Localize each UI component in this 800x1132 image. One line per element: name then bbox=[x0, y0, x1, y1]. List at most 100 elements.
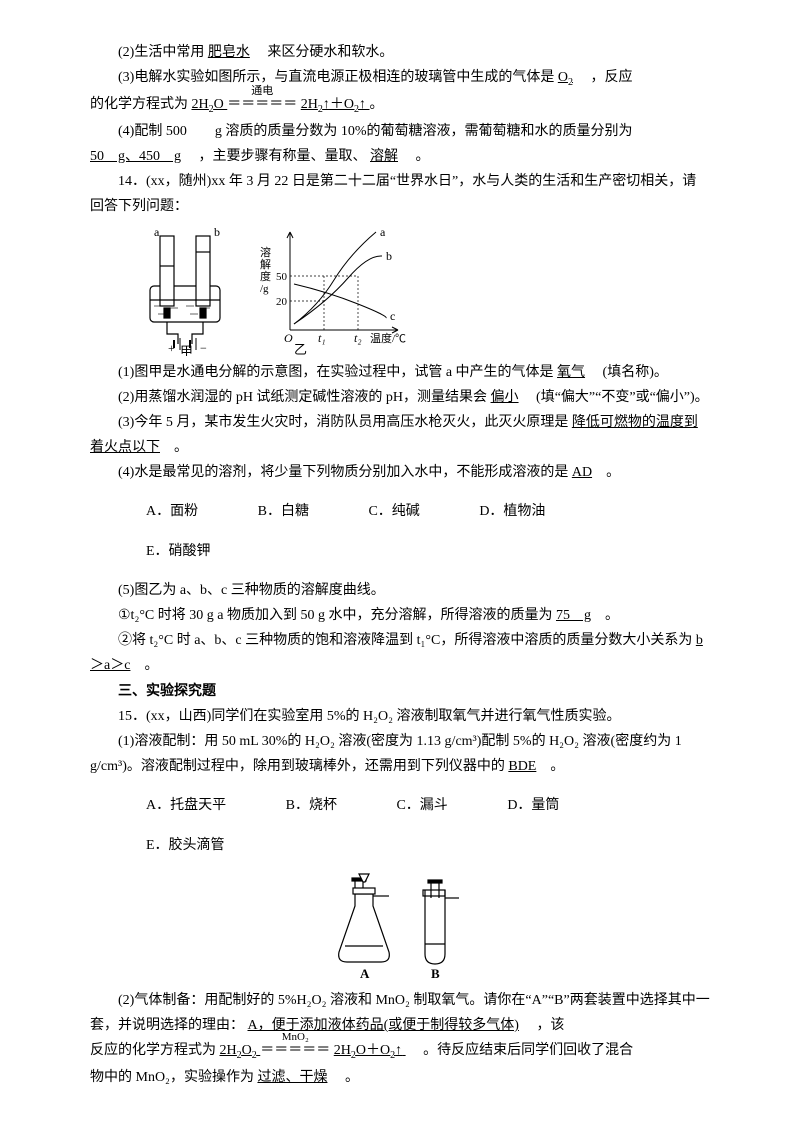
opt-b: B．白糖 bbox=[230, 499, 309, 524]
q15-s1: (1)溶液配制：用 50 mL 30%的 H₂O₂ 溶液(密度为 1.13 g/… bbox=[90, 729, 710, 779]
text: 。 bbox=[345, 1070, 359, 1085]
q14-s4: (4)水是最常见的溶剂，将少量下列物质分别加入水中，不能形成溶液的是 AD 。 bbox=[90, 460, 710, 485]
q15-apparatus: A B bbox=[90, 872, 710, 982]
q14-s2: (2)用蒸馏水润湿的 pH 试纸测定碱性溶液的 pH，测量结果会 偏小 (填“偏… bbox=[90, 385, 710, 410]
ytick-20: 20 bbox=[276, 296, 288, 308]
o2-text: O bbox=[558, 70, 568, 85]
text: (填名称)。 bbox=[603, 365, 668, 380]
ytick-50: 50 bbox=[276, 271, 288, 283]
label-minus: − bbox=[200, 341, 207, 355]
text: (4)水是最常见的溶剂，将少量下列物质分别加入水中，不能形成溶液的是 bbox=[118, 465, 568, 480]
q14-s5-1: ①t₂°C 时将 30 g a 物质加入到 50 g 水中，充分溶解，所得溶液的… bbox=[90, 603, 710, 628]
label-jia: 甲 bbox=[180, 344, 193, 356]
sub: 2 bbox=[252, 1050, 257, 1061]
label-yi: 乙 bbox=[294, 342, 307, 356]
opt-c: C．纯碱 bbox=[340, 499, 419, 524]
sub: 2 bbox=[568, 77, 573, 88]
equation-h2o2: 2H2O2 bbox=[220, 1043, 261, 1058]
label-a: a bbox=[154, 226, 160, 239]
answer-dissolve: 溶解 bbox=[370, 149, 398, 164]
equation-rhs: 2H2↑＋O2↑ bbox=[301, 97, 370, 112]
text: (2)用蒸馏水润湿的 pH 试纸测定碱性溶液的 pH，测量结果会 bbox=[118, 390, 487, 405]
xtick-t2: t₂ bbox=[354, 331, 362, 345]
curve-c: c bbox=[390, 309, 395, 323]
text: 。 bbox=[550, 759, 564, 774]
text: 反应的化学方程式为 bbox=[90, 1043, 216, 1058]
svg-text:A: A bbox=[360, 966, 370, 981]
q14-s4-opts2: E．硝酸钾 bbox=[90, 539, 710, 564]
opt-e: E．胶头滴管 bbox=[118, 833, 225, 858]
q14-s1: (1)图甲是水通电分解的示意图，在实验过程中，试管 a 中产生的气体是 氧气 (… bbox=[90, 360, 710, 385]
text: 。 bbox=[606, 465, 620, 480]
q15-s2: (2)气体制备：用配制好的 5%H₂O₂ 溶液和 MnO₂ 制取氧气。请你在“A… bbox=[90, 988, 710, 1038]
eq-lhs: 2H bbox=[220, 1043, 237, 1058]
q13-p3: (3)电解水实验如图所示，与直流电源正极相连的玻璃管中生成的气体是 O2 ，反应 bbox=[90, 65, 710, 92]
text: ，该 bbox=[536, 1018, 564, 1033]
eq-rhs-a: 2H bbox=[301, 97, 318, 112]
label-b: b bbox=[214, 226, 220, 239]
text: (2)生活中常用 bbox=[118, 45, 204, 60]
text: (3)电解水实验如图所示，与直流电源正极相连的玻璃管中生成的气体是 bbox=[118, 70, 554, 85]
q14-s5: (5)图乙为 a、b、c 三种物质的溶解度曲线。 bbox=[90, 578, 710, 603]
apparatus-ab: A B bbox=[325, 872, 475, 982]
text: 的化学方程式为 bbox=[90, 97, 188, 112]
electrolysis-diagram: a b + − 甲 bbox=[130, 226, 240, 356]
curve-b: b bbox=[386, 249, 392, 263]
text: 。 bbox=[605, 608, 619, 623]
xtick-t1: t₁ bbox=[318, 331, 326, 345]
q13-p2: (2)生活中常用 肥皂水 来区分硬水和软水。 bbox=[90, 40, 710, 65]
q13-p3-eq: 的化学方程式为 2H2O 通电 ＝＝＝​＝＝ 2H2↑＋O2↑ 。 bbox=[90, 92, 710, 119]
text: 。待反应结束后同学们回收了混合 bbox=[423, 1043, 633, 1058]
text: 来区分硬水和软水。 bbox=[267, 45, 393, 60]
svg-text:B: B bbox=[431, 966, 440, 981]
q13-p4: (4)配制 500 g 溶质的质量分数为 10%的葡萄糖溶液，需葡萄糖和水的质量… bbox=[90, 119, 710, 144]
sub: 2 bbox=[209, 104, 214, 115]
text: (填“偏大”“不变”或“偏小”)。 bbox=[536, 390, 709, 405]
answer-oxygen: 氧气 bbox=[557, 365, 585, 380]
opt-c: C．漏斗 bbox=[368, 793, 447, 818]
equation-electrolysis: 2H2O bbox=[192, 97, 228, 112]
solubility-chart: 溶解度/g 50 20 O t₁ t₂ 温度/℃ a b c 乙 bbox=[258, 226, 418, 356]
origin: O bbox=[284, 331, 293, 345]
x-axis-label: 温度/℃ bbox=[370, 331, 406, 345]
q15-s2-end: 物中的 MnO₂，实验操作为 过滤、干燥 。 bbox=[90, 1065, 710, 1090]
reaction-arrow: 通电 ＝＝＝​＝＝ bbox=[227, 92, 297, 117]
page: (2)生活中常用 肥皂水 来区分硬水和软水。 (3)电解水实验如图所示，与直流电… bbox=[0, 0, 800, 1132]
text: ②将 t₂°C 时 a、b、c 三种物质的饱和溶液降温到 t₁°C，所得溶液中溶… bbox=[118, 633, 692, 648]
q13-p4b: 50 g、450 g ，主要步骤有称量、量取、 溶解 。 bbox=[90, 144, 710, 169]
opt-e: E．硝酸钾 bbox=[118, 539, 211, 564]
text: (4)配制 500 g 溶质的质量分数为 10%的葡萄糖溶液，需葡萄糖和水的质量… bbox=[118, 124, 633, 139]
text: ，主要步骤有称量、量取、 bbox=[199, 149, 367, 164]
section-3-title: 三、实验探究题 bbox=[90, 679, 710, 704]
text: ，反应 bbox=[590, 70, 632, 85]
answer-ad: AD bbox=[572, 465, 592, 480]
answer-bde: BDE bbox=[508, 759, 536, 774]
text: 。 bbox=[416, 149, 430, 164]
q14-s4-opts1: A．面粉 B．白糖 C．纯碱 D．植物油 bbox=[90, 499, 710, 524]
opt-b: B．烧杯 bbox=[258, 793, 337, 818]
answer-smaller: 偏小 bbox=[491, 390, 519, 405]
eq-rhs-c: ↑ bbox=[395, 1043, 402, 1058]
y-axis-label: 溶解度/g bbox=[260, 245, 271, 295]
q14-s3: (3)今年 5 月，某市发生火灾时，消防队员用高压水枪灭火，此灭火原理是 降低可… bbox=[90, 410, 710, 460]
q15-head: 15．(xx，山西)同学们在实验室用 5%的 H₂O₂ 溶液制取氧气并进行氧气性… bbox=[90, 704, 710, 729]
sub: 2 bbox=[237, 1050, 242, 1061]
eq-rhs-c: ↑ bbox=[359, 97, 366, 112]
text: 。 bbox=[144, 658, 158, 673]
eq-rhs-b: O＋O bbox=[356, 1043, 390, 1058]
q14-figures: a b + − 甲 bbox=[130, 226, 710, 356]
eq-condition: 通电 bbox=[251, 82, 273, 102]
eq-lhs: 2H bbox=[192, 97, 209, 112]
text: 。 bbox=[174, 440, 188, 455]
curve-a: a bbox=[380, 226, 386, 239]
eq-condition: MnO₂ bbox=[282, 1028, 309, 1048]
text: (1)溶液配制：用 50 mL 30%的 H₂O₂ 溶液(密度为 1.13 g/… bbox=[90, 734, 682, 774]
answer-soap: 肥皂水 bbox=[208, 45, 250, 60]
eq-rhs-a: 2H bbox=[334, 1043, 351, 1058]
answer-filter: 过滤、干燥 bbox=[257, 1070, 327, 1085]
equation-rhs: 2H2O＋O2↑ bbox=[334, 1043, 406, 1058]
q14-s5-2: ②将 t₂°C 时 a、b、c 三种物质的饱和溶液降温到 t₁°C，所得溶液中溶… bbox=[90, 628, 710, 678]
opt-d: D．植物油 bbox=[451, 499, 545, 524]
text: (1)图甲是水通电分解的示意图，在实验过程中，试管 a 中产生的气体是 bbox=[118, 365, 554, 380]
opt-a: A．面粉 bbox=[118, 499, 198, 524]
